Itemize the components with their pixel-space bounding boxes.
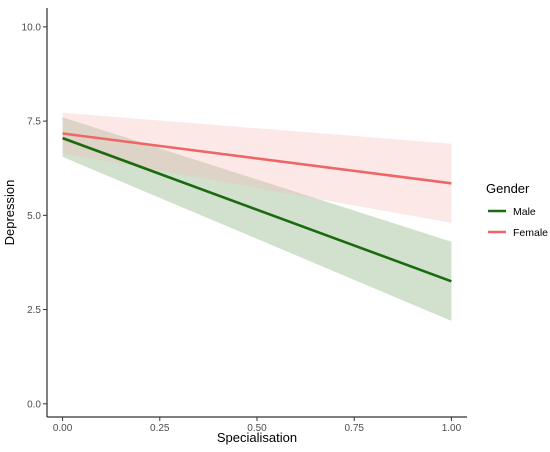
y-tick-label: 5.0: [27, 211, 41, 222]
x-tick-label: 0.25: [150, 423, 170, 434]
legend: Gender Male Female: [486, 181, 548, 239]
x-tick-label: 0.00: [53, 423, 73, 434]
x-tick-label: 1.00: [442, 423, 462, 434]
legend-label-male: Male: [513, 206, 536, 218]
line-female: [62, 132, 452, 185]
y-tick-label: 7.5: [27, 117, 41, 128]
ribbon-layer: [62, 112, 452, 321]
y-tick-label: 10.0: [22, 22, 42, 33]
legend-title: Gender: [486, 181, 530, 196]
line-layer: [62, 132, 452, 283]
y-tick-label: 0.0: [27, 399, 41, 410]
ribbon-male: [62, 117, 452, 321]
x-ticks: 0.00 0.25 0.50 0.75 1.00: [53, 417, 462, 434]
x-axis-title: Specialisation: [217, 430, 297, 445]
ribbon-female: [62, 112, 452, 223]
y-ticks: 0.0 2.5 5.0 7.5 10.0: [22, 22, 47, 410]
line-male: [62, 136, 452, 283]
y-axis-title: Depression: [2, 180, 17, 246]
x-tick-label: 0.50: [247, 423, 267, 434]
y-tick-label: 2.5: [27, 305, 41, 316]
legend-label-female: Female: [513, 227, 548, 239]
x-tick-label: 0.75: [344, 423, 364, 434]
